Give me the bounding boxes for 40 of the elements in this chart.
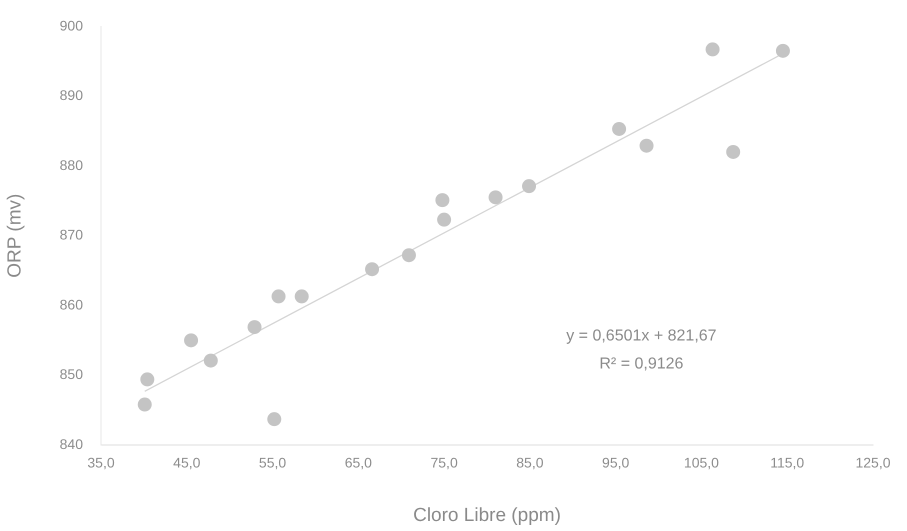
point xyxy=(612,122,626,136)
y-tick-label: 870 xyxy=(60,226,84,243)
x-tick-label: 115,0 xyxy=(770,454,804,470)
x-tick-label: 75,0 xyxy=(430,454,458,470)
y-tick-label: 900 xyxy=(60,17,84,34)
point xyxy=(437,212,452,227)
x-tick-label: 125,0 xyxy=(855,454,891,470)
point xyxy=(294,289,309,304)
y-tick-label: 880 xyxy=(60,156,84,173)
point xyxy=(365,262,380,276)
point xyxy=(267,412,282,426)
point xyxy=(140,372,154,386)
point xyxy=(138,398,152,412)
annotation: y = 0,6501x + 821,67 xyxy=(566,328,717,345)
x-tick-label: 45,0 xyxy=(173,454,201,470)
annotation: R² = 0,9126 xyxy=(599,356,684,373)
x-axis-title: Cloro Libre (ppm) xyxy=(413,504,561,526)
point xyxy=(248,320,262,334)
x-tick-label: 95,0 xyxy=(602,454,630,470)
x-tick-label: 35,0 xyxy=(87,454,115,470)
x-tick-label: 65,0 xyxy=(344,454,372,470)
point xyxy=(435,193,450,208)
point xyxy=(776,44,790,58)
x-tick-label: 105,0 xyxy=(684,454,720,470)
point xyxy=(204,354,218,368)
y-tick-label: 860 xyxy=(60,296,84,312)
point xyxy=(272,289,286,304)
x-tick-label: 85,0 xyxy=(516,454,544,470)
point xyxy=(522,179,536,194)
point xyxy=(726,144,740,159)
x-tick-label: 55,0 xyxy=(258,454,286,470)
y-tick-label: 840 xyxy=(60,436,84,452)
point xyxy=(640,138,654,153)
point xyxy=(488,190,503,204)
y-tick-label: 850 xyxy=(60,366,84,382)
y-tick-label: 890 xyxy=(60,87,84,104)
point xyxy=(706,42,720,56)
point xyxy=(402,248,416,262)
y-axis-title: ORP (mv) xyxy=(4,194,26,278)
point xyxy=(184,333,198,348)
